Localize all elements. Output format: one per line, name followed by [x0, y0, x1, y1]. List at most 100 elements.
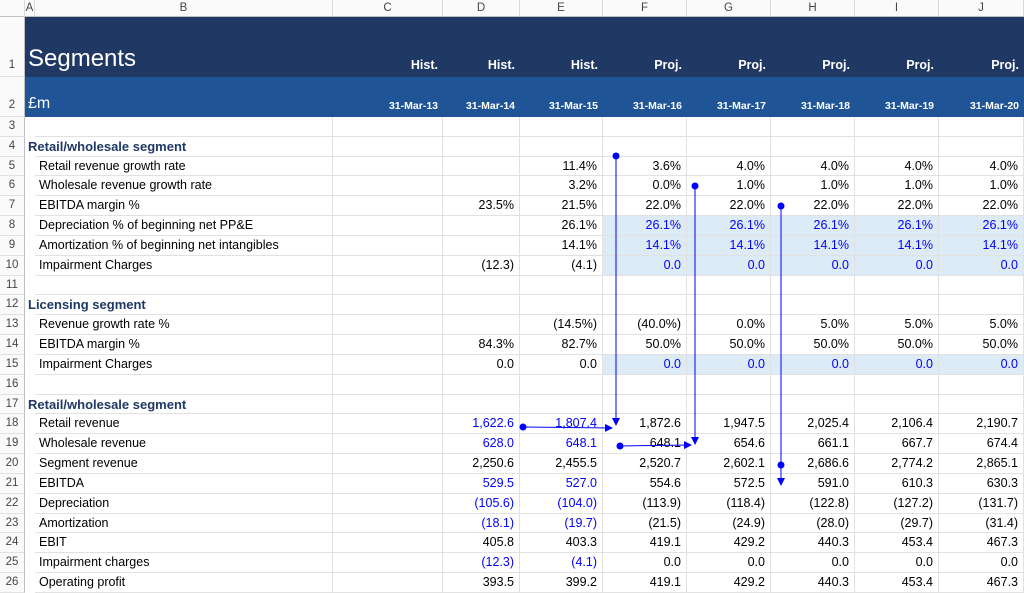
- cell: [443, 117, 520, 137]
- cell-value: 26.1%: [520, 216, 603, 236]
- cell-value: 399.2: [520, 573, 603, 593]
- cell: [939, 374, 1024, 395]
- cell: [939, 117, 1024, 137]
- cell: [333, 513, 443, 534]
- cell-value: 26.1%: [771, 216, 855, 236]
- row-number: 5: [0, 156, 25, 177]
- cell: [333, 553, 443, 574]
- cell: [520, 394, 603, 415]
- cell: [333, 394, 443, 415]
- cell-value: 14.1%: [687, 235, 771, 256]
- row-label: Amortization: [39, 515, 109, 530]
- row-label: Impairment Charges: [39, 356, 153, 371]
- row-number: 8: [0, 216, 25, 236]
- cell-value: 654.6: [687, 434, 771, 455]
- cell-value: 610.3: [855, 473, 939, 494]
- row-label: Revenue growth rate %: [39, 317, 170, 332]
- cell-value: 14.1%: [855, 235, 939, 256]
- cell-value: (29.7): [855, 513, 939, 534]
- cell-value: (24.9): [687, 513, 771, 534]
- cell-value: 50.0%: [939, 335, 1024, 355]
- cell-value: 1,872.6: [603, 414, 687, 435]
- cell: [35, 434, 333, 455]
- cell-value: 82.7%: [520, 335, 603, 355]
- cell-value: 22.0%: [603, 196, 687, 217]
- row-label: Retail revenue: [39, 416, 120, 431]
- cell: [333, 493, 443, 514]
- cell: [855, 136, 939, 157]
- cell-value: 2,686.6: [771, 454, 855, 474]
- cell-value: 419.1: [603, 533, 687, 554]
- cell-value: 0.0: [939, 354, 1024, 375]
- cell-value: 453.4: [855, 533, 939, 554]
- cell: [687, 136, 771, 157]
- cell-value: (28.0): [771, 513, 855, 534]
- cell-value: 14.1%: [520, 235, 603, 256]
- header-band: [25, 77, 1024, 117]
- row-number: 3: [0, 117, 25, 137]
- cell-value: 405.8: [443, 533, 520, 554]
- period-date: 31-Mar-15: [548, 100, 598, 112]
- cell: [35, 275, 333, 296]
- cell-value: 0.0: [687, 553, 771, 574]
- cell-value: 0.0: [939, 553, 1024, 574]
- row-number: 21: [0, 473, 25, 494]
- cell: [855, 117, 939, 137]
- period-type: Proj.: [906, 58, 934, 72]
- cell: [603, 117, 687, 137]
- cell: [333, 196, 443, 217]
- row-number: 2: [0, 77, 25, 117]
- cell: [35, 255, 333, 276]
- cell: [520, 295, 603, 316]
- cell: [35, 196, 333, 217]
- row-number: 17: [0, 394, 25, 415]
- cell: [35, 136, 333, 157]
- row-label: EBIT: [39, 535, 67, 550]
- cell: [687, 275, 771, 296]
- row-number: 11: [0, 275, 25, 296]
- period-date: 31-Mar-14: [465, 100, 515, 112]
- cell-value: 50.0%: [687, 335, 771, 355]
- cell: [35, 493, 333, 514]
- cell-value: 648.1: [520, 434, 603, 455]
- cell-value: 0.0: [855, 553, 939, 574]
- cell-value: 0.0: [687, 354, 771, 375]
- column-header: G: [687, 0, 771, 17]
- row-label: Impairment Charges: [39, 257, 153, 272]
- cell: [333, 315, 443, 336]
- cell: [35, 553, 333, 574]
- cell-value: (113.9): [603, 493, 687, 514]
- cell-value: 1,947.5: [687, 414, 771, 435]
- cell: [443, 374, 520, 395]
- row-number: 24: [0, 533, 25, 554]
- cell-value: (105.6): [443, 493, 520, 514]
- cell: [687, 374, 771, 395]
- cell: [35, 235, 333, 256]
- cell-value: 648.1: [603, 434, 687, 455]
- cell: [333, 533, 443, 554]
- row-number: 6: [0, 176, 25, 197]
- cell-value: 5.0%: [939, 315, 1024, 336]
- cell-value: 0.0: [520, 354, 603, 375]
- cell: [771, 394, 855, 415]
- cell-value: 0.0: [443, 354, 520, 375]
- cell: [35, 295, 333, 316]
- column-header: I: [855, 0, 939, 17]
- cell-value: 4.0%: [687, 156, 771, 177]
- cell-value: 22.0%: [687, 196, 771, 217]
- cell-value: (127.2): [855, 493, 939, 514]
- row-number: 19: [0, 434, 25, 455]
- cell-value: 0.0%: [687, 315, 771, 336]
- cell: [520, 136, 603, 157]
- cell: [603, 136, 687, 157]
- cell-value: 429.2: [687, 573, 771, 593]
- cell-value: 667.7: [855, 434, 939, 455]
- cell-value: 2,455.5: [520, 454, 603, 474]
- row-label: EBITDA: [39, 475, 85, 490]
- cell: [333, 156, 443, 177]
- cell: [333, 235, 443, 256]
- cell: [939, 136, 1024, 157]
- row-number: 13: [0, 315, 25, 336]
- row-number: 22: [0, 493, 25, 514]
- cell-value: 14.1%: [771, 235, 855, 256]
